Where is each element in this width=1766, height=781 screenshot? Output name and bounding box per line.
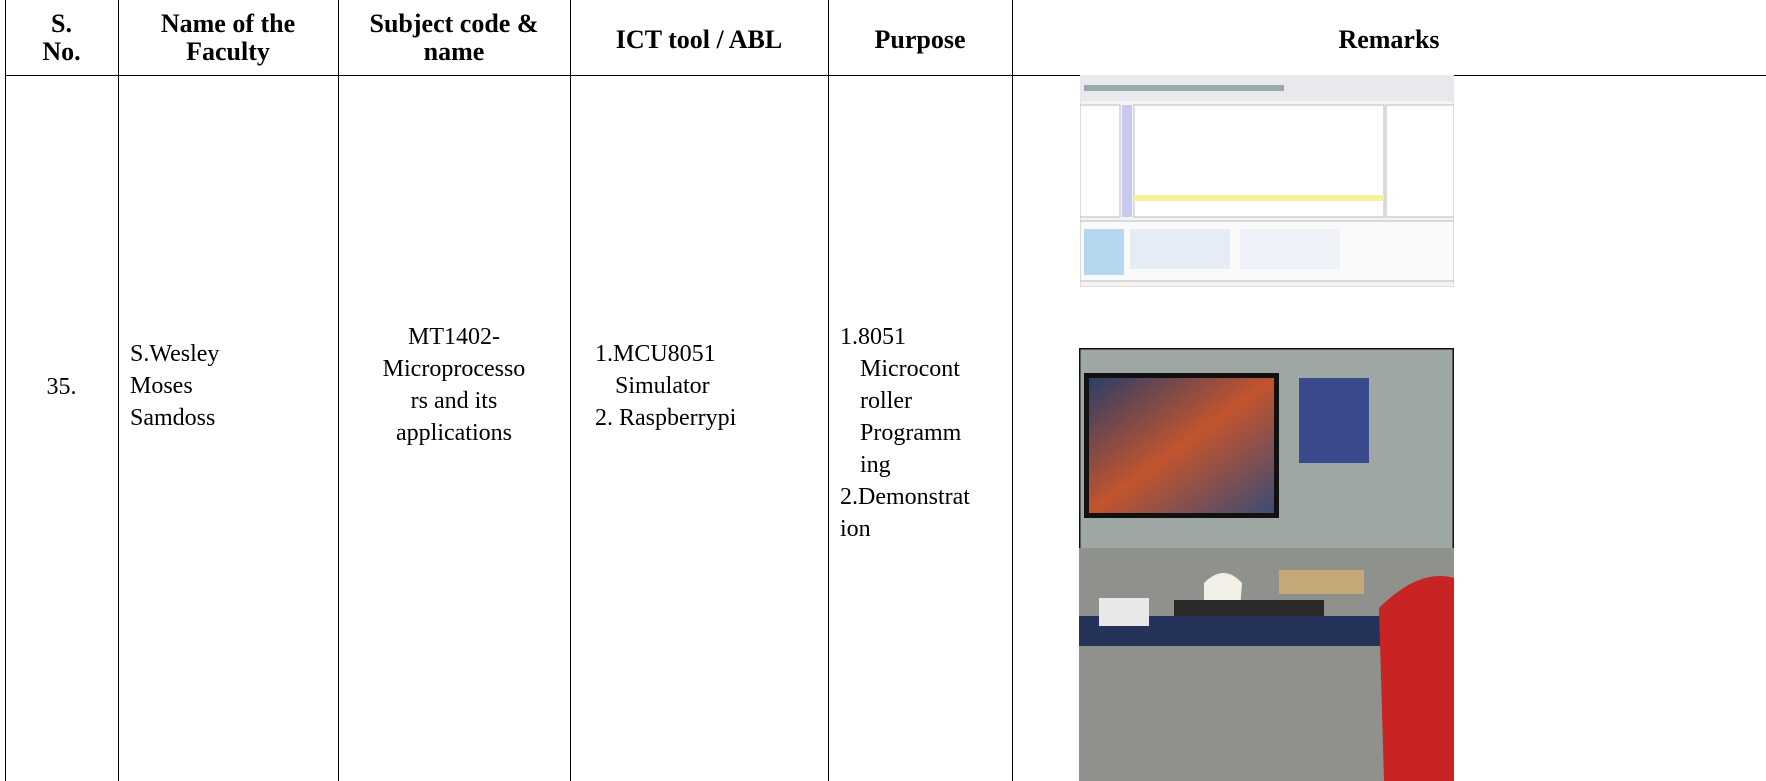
- text-line: Microprocesso: [382, 356, 526, 382]
- border: [828, 0, 829, 781]
- text-line: 2. Raspberrypi: [595, 405, 737, 431]
- border: [5, 75, 1766, 76]
- border: [118, 0, 119, 781]
- text-line: Moses: [130, 373, 193, 399]
- text-line: 2.Demonstrat: [840, 484, 970, 510]
- cell: S.Wesley Moses Samdoss: [130, 338, 330, 434]
- text-line: S.Wesley: [130, 341, 220, 367]
- screenshot-image: [1080, 75, 1454, 287]
- text-line: 35.: [46, 374, 77, 400]
- text-line: Simulator: [615, 373, 710, 399]
- text-line: MT1402-: [408, 324, 500, 350]
- text-line: ing: [860, 452, 891, 478]
- text-line: Name of the: [160, 9, 296, 38]
- text-line: Purpose: [874, 25, 966, 54]
- text-line: Microcont: [860, 356, 960, 382]
- text-line: name: [423, 37, 485, 66]
- border: [338, 0, 339, 781]
- text-line: Subject code &: [369, 9, 539, 38]
- border: [5, 0, 6, 781]
- cell: MT1402- Microprocesso rs and its applicatio…: [338, 321, 570, 449]
- border: [570, 0, 571, 781]
- text-line: ion: [840, 516, 871, 542]
- text-line: S.: [51, 9, 72, 38]
- text-line: Remarks: [1338, 25, 1440, 54]
- cell: 1.8051 Microcont roller Programm ing 2.Demons…: [840, 321, 1010, 545]
- text-line: ICT tool / ABL: [615, 25, 783, 54]
- text-line: 1.8051: [840, 324, 906, 350]
- text-line: roller: [860, 388, 912, 414]
- text-line: No.: [42, 37, 81, 66]
- header-cell: Remarks: [1012, 26, 1766, 54]
- header-cell: S. No.: [5, 10, 118, 66]
- text-line: Programm: [860, 420, 962, 446]
- border: [1012, 0, 1013, 781]
- classroom-photo: [1079, 348, 1454, 781]
- header-cell: Purpose: [828, 26, 1012, 54]
- header-cell: Subject code & name: [338, 10, 570, 66]
- header-cell: Name of the Faculty: [118, 10, 338, 66]
- text-line: rs and its: [410, 388, 498, 414]
- text-line: applications: [396, 420, 512, 446]
- header-cell: ICT tool / ABL: [570, 26, 828, 54]
- text-line: 1.MCU8051: [595, 341, 716, 367]
- text-line: Samdoss: [130, 405, 216, 431]
- cell: 35.: [5, 371, 118, 403]
- text-line: Faculty: [186, 37, 270, 66]
- cell: 1.MCU8051 Simulator 2. Raspberrypi: [595, 338, 825, 434]
